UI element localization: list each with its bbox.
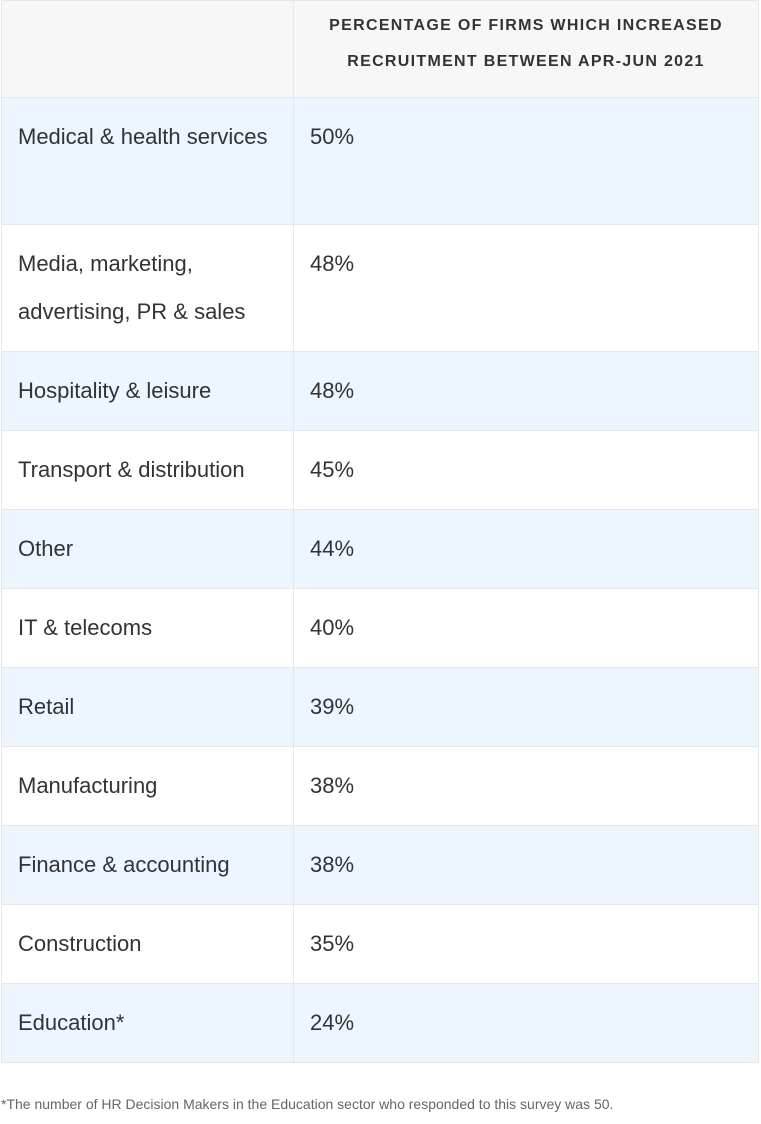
sector-cell: Media, marketing, advertising, PR & sale… xyxy=(1,224,294,352)
percentage-cell: 48% xyxy=(293,351,759,431)
table-row: IT & telecoms 40% xyxy=(1,588,759,668)
sector-cell: Manufacturing xyxy=(1,746,294,826)
recruitment-table: PERCENTAGE OF FIRMS WHICH INCREASED RECR… xyxy=(1,0,759,1063)
table-row: Transport & distribution 45% xyxy=(1,430,759,510)
table-body: Medical & health services 50% Media, mar… xyxy=(1,97,759,1063)
table-row: Finance & accounting 38% xyxy=(1,825,759,905)
header-row: PERCENTAGE OF FIRMS WHICH INCREASED RECR… xyxy=(1,0,759,98)
sector-cell: Construction xyxy=(1,904,294,984)
percentage-cell: 38% xyxy=(293,746,759,826)
header-cell-sector xyxy=(1,0,294,98)
header-label-sector xyxy=(2,1,293,8)
percentage-cell: 24% xyxy=(293,983,759,1063)
percentage-cell: 35% xyxy=(293,904,759,984)
table-row: Education* 24% xyxy=(1,983,759,1063)
table-row: Hospitality & leisure 48% xyxy=(1,351,759,431)
sector-cell: Education* xyxy=(1,983,294,1063)
percentage-cell: 45% xyxy=(293,430,759,510)
percentage-cell: 44% xyxy=(293,509,759,589)
recruitment-table-wrapper: PERCENTAGE OF FIRMS WHICH INCREASED RECR… xyxy=(1,0,759,1063)
percentage-cell: 48% xyxy=(293,224,759,352)
footnote: *The number of HR Decision Makers in the… xyxy=(1,1096,614,1112)
table-row: Construction 35% xyxy=(1,904,759,984)
header-cell-percentage: PERCENTAGE OF FIRMS WHICH INCREASED RECR… xyxy=(293,0,759,98)
percentage-cell: 40% xyxy=(293,588,759,668)
table-row: Manufacturing 38% xyxy=(1,746,759,826)
percentage-cell: 50% xyxy=(293,97,759,225)
percentage-cell: 38% xyxy=(293,825,759,905)
sector-cell: IT & telecoms xyxy=(1,588,294,668)
sector-cell: Transport & distribution xyxy=(1,430,294,510)
table-row: Other 44% xyxy=(1,509,759,589)
sector-cell: Retail xyxy=(1,667,294,747)
table-row: Media, marketing, advertising, PR & sale… xyxy=(1,224,759,352)
sector-cell: Hospitality & leisure xyxy=(1,351,294,431)
percentage-cell: 39% xyxy=(293,667,759,747)
sector-cell: Finance & accounting xyxy=(1,825,294,905)
sector-cell: Other xyxy=(1,509,294,589)
table-row: Retail 39% xyxy=(1,667,759,747)
sector-cell: Medical & health services xyxy=(1,97,294,225)
table-header: PERCENTAGE OF FIRMS WHICH INCREASED RECR… xyxy=(1,0,759,98)
table-row: Medical & health services 50% xyxy=(1,97,759,225)
header-label-percentage: PERCENTAGE OF FIRMS WHICH INCREASED RECR… xyxy=(329,17,723,70)
